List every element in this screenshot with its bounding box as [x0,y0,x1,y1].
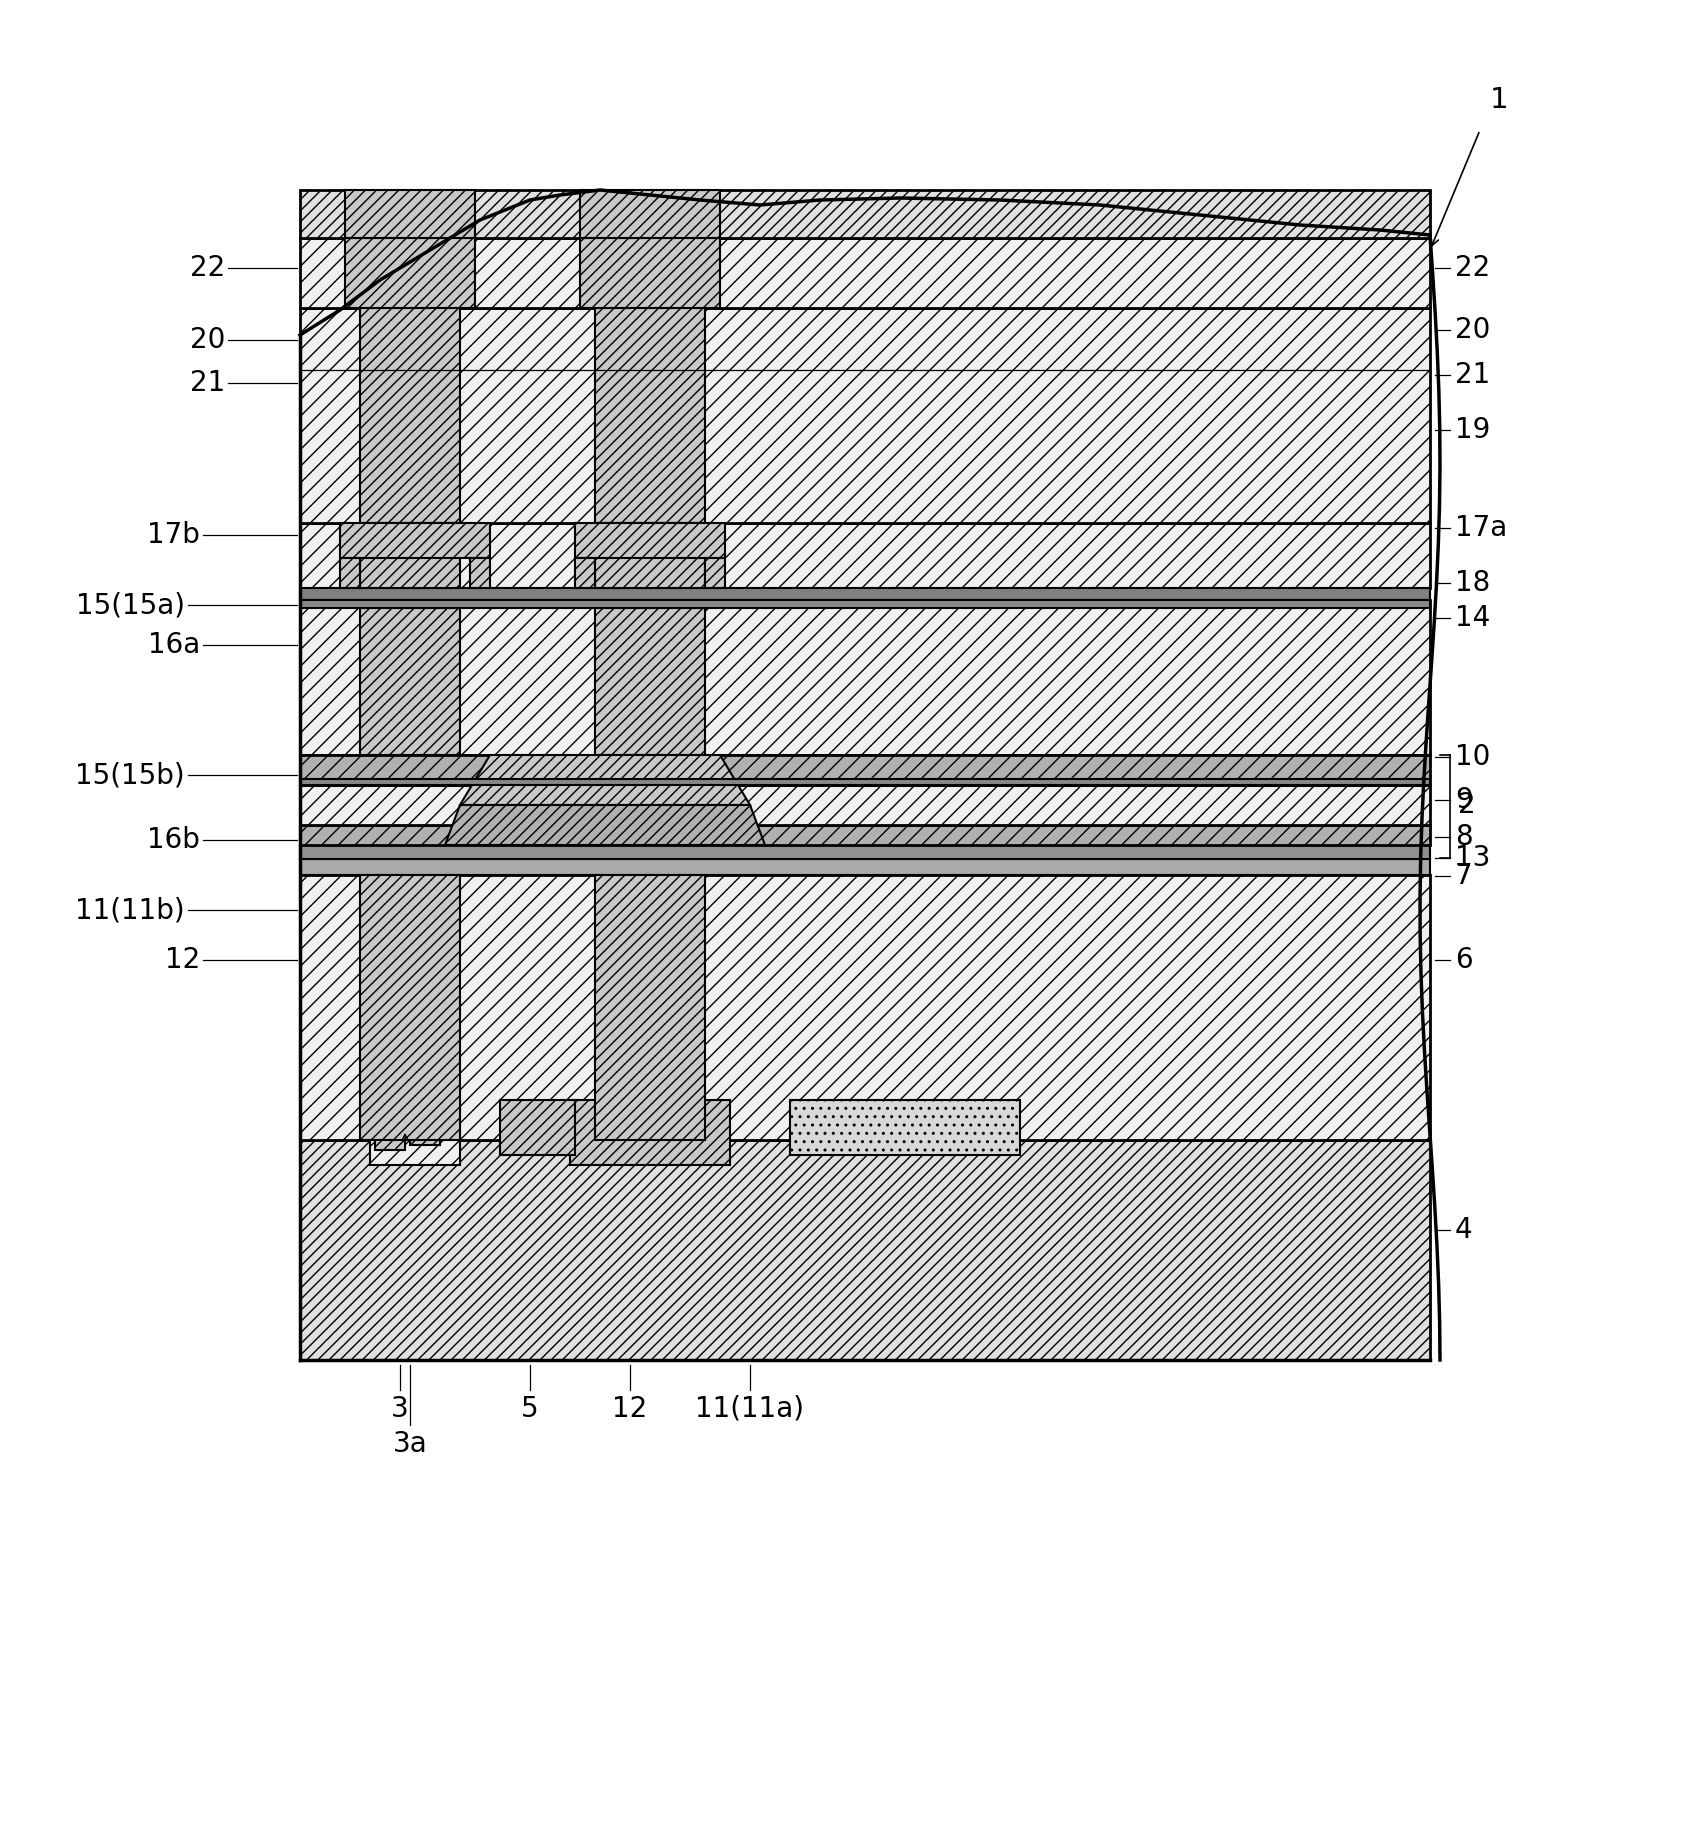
Bar [300,308,1430,523]
Bar [300,845,1430,858]
Text: 4: 4 [1455,1216,1472,1243]
Bar [595,308,705,523]
Bar [595,608,705,755]
Bar [410,1120,440,1146]
Bar [575,558,595,588]
Text: 8: 8 [1455,823,1472,851]
Text: 11(11b): 11(11b) [76,895,185,925]
Bar [300,779,1430,785]
Polygon shape [460,755,750,805]
Text: 3a: 3a [393,1429,427,1459]
Bar [580,238,720,308]
Bar [300,875,1430,1140]
Bar [595,875,705,1140]
Bar [300,238,1430,308]
Bar [791,1100,1020,1155]
Text: 15(15a): 15(15a) [76,591,185,619]
Bar [341,558,361,588]
Bar [374,1120,405,1149]
Text: 15(15b): 15(15b) [76,761,185,788]
Text: 7: 7 [1455,862,1472,890]
Polygon shape [300,190,1430,335]
Text: 9: 9 [1455,787,1474,814]
Text: 10: 10 [1455,742,1490,772]
Text: 12: 12 [165,947,201,974]
Text: 14: 14 [1455,604,1490,632]
Bar [300,600,1430,608]
Text: 5: 5 [521,1394,540,1424]
Bar [705,558,725,588]
Bar [300,588,1430,600]
Bar [361,308,460,523]
Bar [361,608,460,755]
Bar [580,190,720,238]
Bar [300,785,1430,825]
Bar [341,523,491,558]
Bar [369,1100,460,1164]
Bar [300,523,1430,588]
Text: 19: 19 [1455,416,1490,444]
Bar [361,523,460,588]
Bar [300,755,1430,785]
Text: 2: 2 [1458,790,1475,820]
Text: 20: 20 [189,326,224,354]
Polygon shape [445,805,765,845]
Text: 18: 18 [1455,569,1490,597]
Text: 16b: 16b [147,825,201,855]
Text: 20: 20 [1455,317,1490,344]
Text: 21: 21 [1455,361,1490,389]
Text: 3: 3 [391,1394,410,1424]
Bar [575,523,725,558]
Bar [300,825,1430,845]
Bar [300,1140,1430,1359]
Bar [361,875,460,1140]
Text: 17b: 17b [147,521,201,549]
Text: 13: 13 [1455,844,1490,871]
Text: 22: 22 [191,254,224,282]
Bar [300,600,1430,755]
Text: 12: 12 [612,1394,647,1424]
Text: 22: 22 [1455,254,1490,282]
Bar [570,1100,730,1164]
Bar [300,858,1430,875]
Text: 1: 1 [1490,87,1509,114]
Text: 16a: 16a [148,632,201,659]
Text: 6: 6 [1455,947,1472,974]
Bar [470,558,491,588]
Bar [300,190,1430,238]
Bar [346,238,475,308]
Bar [595,523,705,588]
Bar [346,190,475,238]
Text: 17a: 17a [1455,514,1507,542]
Text: 11(11a): 11(11a) [696,1394,804,1424]
Bar [501,1100,575,1155]
Text: 21: 21 [191,368,224,398]
